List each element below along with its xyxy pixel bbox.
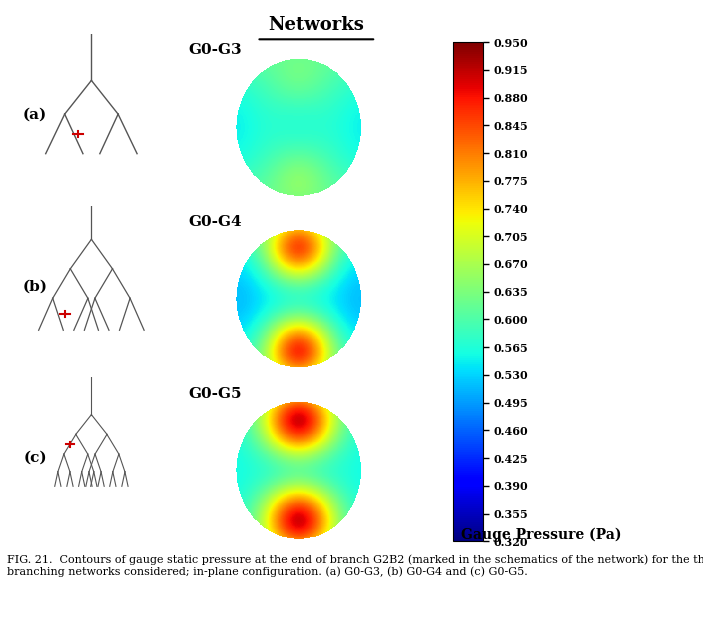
Text: G0-G5: G0-G5 bbox=[188, 386, 242, 401]
Text: FIG. 21.  Contours of gauge static pressure at the end of branch G2B2 (marked in: FIG. 21. Contours of gauge static pressu… bbox=[7, 554, 703, 577]
Text: Networks: Networks bbox=[269, 16, 364, 33]
Text: (b): (b) bbox=[22, 279, 48, 293]
Text: G0-G4: G0-G4 bbox=[188, 215, 242, 229]
Text: (a): (a) bbox=[23, 108, 47, 122]
Text: G0-G3: G0-G3 bbox=[188, 43, 242, 58]
Text: (c): (c) bbox=[23, 451, 47, 465]
Text: Gauge Pressure (Pa): Gauge Pressure (Pa) bbox=[461, 528, 621, 542]
